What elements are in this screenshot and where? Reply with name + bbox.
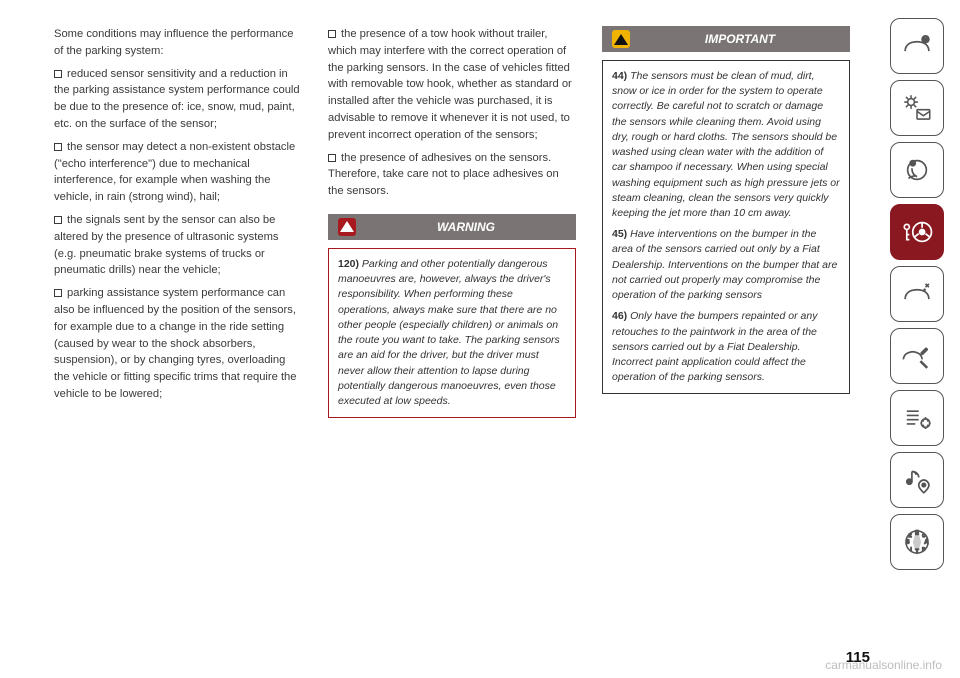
column-3: IMPORTANT 44) The sensors must be clean … [602,26,850,652]
bullet-icon [328,30,336,38]
bullet-icon [54,143,62,151]
bullet-1: reduced sensor sensitivity and a reducti… [54,66,302,133]
warning-banner: WARNING [328,214,576,240]
sidebar-car-crash-icon[interactable] [890,266,944,322]
sidebar-key-wheel-icon[interactable] [890,204,944,260]
important-banner: IMPORTANT [602,26,850,52]
watermark: carmanualsonline.info [825,658,942,672]
section-sidebar: i E TB A Z D I C [890,18,944,570]
important-46: 46) Only have the bumpers repainted or a… [612,309,840,385]
manual-page: Some conditions may influence the perfor… [0,0,960,678]
important-44-text: The sensors must be clean of mud, dirt, … [612,70,840,219]
important-triangle-icon [612,30,630,48]
important-46-num: 46) [612,310,627,322]
important-46-text: Only have the bumpers repainted or any r… [612,310,817,383]
svg-text:C: C [922,533,925,538]
warning-120: 120) Parking and other potentially dange… [338,257,566,409]
column-1: Some conditions may influence the perfor… [54,26,302,652]
svg-text:i: i [925,37,927,44]
bullet-4-text: parking assistance system performance ca… [54,287,297,400]
intro-text: Some conditions may influence the perfor… [54,26,302,60]
bullet-6-text: the presence of adhesives on the sensors… [328,152,559,198]
bullet-3: the signals sent by the sensor can also … [54,212,302,279]
svg-text:A: A [925,540,929,546]
warning-text: Parking and other potentially dangerous … [338,258,560,407]
bullet-5-text: the presence of a tow hook without trail… [328,28,572,141]
warning-box: 120) Parking and other potentially dange… [328,248,576,418]
bullet-icon [54,216,62,224]
warning-label: WARNING [366,218,566,236]
important-44: 44) The sensors must be clean of mud, di… [612,69,840,221]
sidebar-car-wrench-icon[interactable] [890,328,944,384]
sidebar-light-mail-icon[interactable] [890,80,944,136]
bullet-2-text: the sensor may detect a non-existent obs… [54,141,295,203]
bullet-icon [54,70,62,78]
bullet-4: parking assistance system performance ca… [54,285,302,403]
important-box: 44) The sensors must be clean of mud, di… [602,60,850,394]
svg-text:D: D [922,547,925,552]
svg-text:E: E [915,530,919,536]
warning-num: 120) [338,258,359,270]
important-45-text: Have interventions on the bumper in the … [612,228,837,301]
svg-text:I: I [910,547,911,552]
sidebar-list-gear-icon[interactable] [890,390,944,446]
svg-text:T: T [915,549,918,555]
important-45: 45) Have interventions on the bumper in … [612,227,840,303]
sidebar-car-info-icon[interactable]: i [890,18,944,74]
bullet-1-text: reduced sensor sensitivity and a reducti… [54,68,300,130]
column-2: the presence of a tow hook without trail… [328,26,576,652]
svg-text:Z: Z [909,533,912,538]
bullet-5: the presence of a tow hook without trail… [328,26,576,144]
bullet-2: the sensor may detect a non-existent obs… [54,139,302,206]
warning-triangle-icon [338,218,356,236]
important-44-num: 44) [612,70,627,82]
bullet-3-text: the signals sent by the sensor can also … [54,214,278,276]
sidebar-airbag-icon[interactable] [890,142,944,198]
sidebar-compass-icon[interactable]: E TB A Z D I C [890,514,944,570]
bullet-icon [54,289,62,297]
bullet-6: the presence of adhesives on the sensors… [328,150,576,200]
important-45-num: 45) [612,228,627,240]
sidebar-music-pin-icon[interactable] [890,452,944,508]
svg-text:B: B [906,540,910,546]
important-label: IMPORTANT [640,30,840,48]
bullet-icon [328,154,336,162]
